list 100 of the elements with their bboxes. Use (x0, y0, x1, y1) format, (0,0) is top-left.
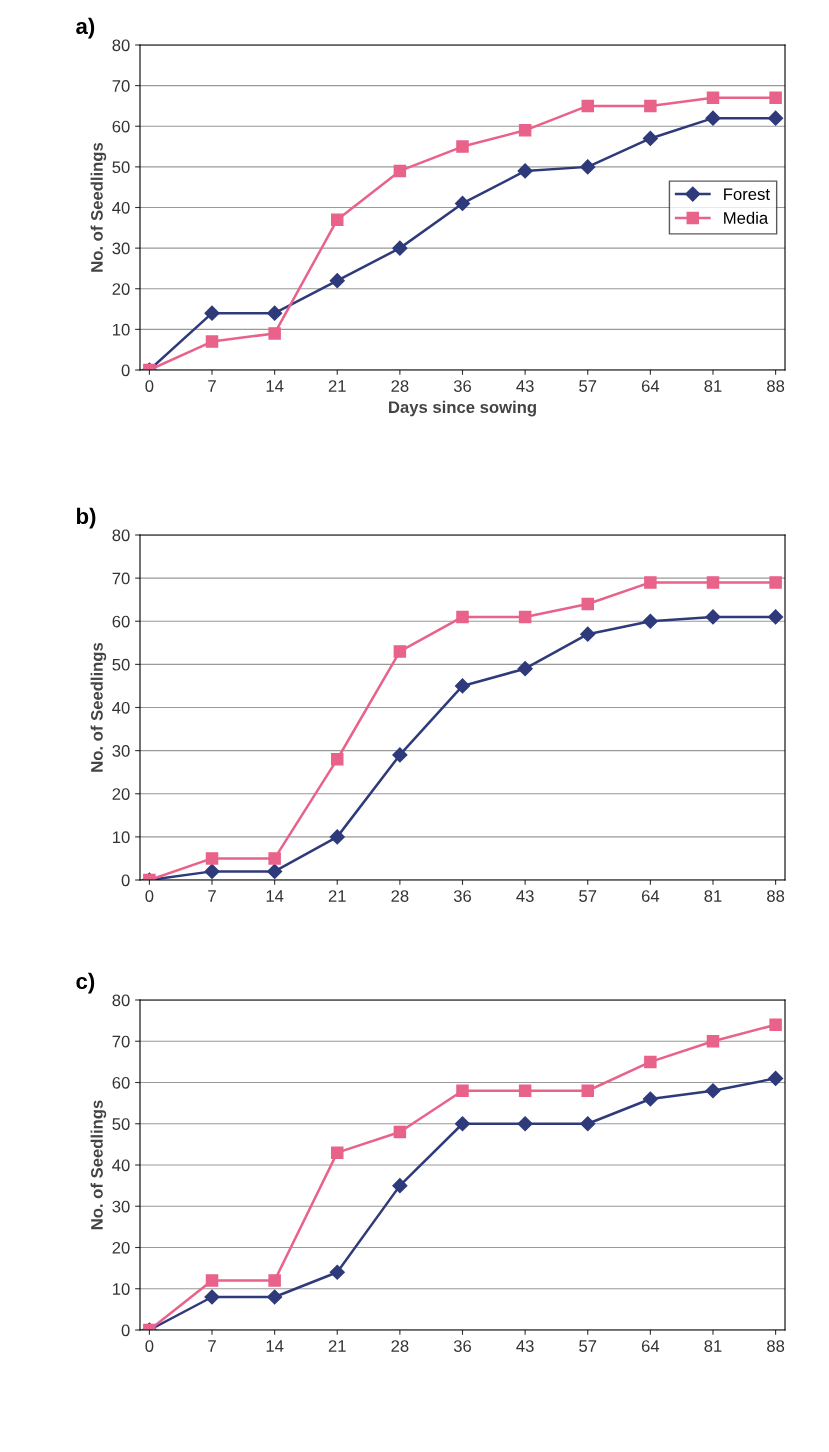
x-tick-label: 88 (767, 1340, 785, 1352)
point (454, 678, 471, 694)
x-tick-label: 81 (704, 1340, 722, 1352)
y-tick-label: 70 (112, 572, 130, 585)
point (768, 609, 784, 625)
point (329, 273, 345, 289)
y-tick-label: 0 (121, 364, 130, 377)
x-tick-label: 14 (266, 890, 284, 902)
x-tick-label: 36 (453, 890, 472, 902)
point (393, 1125, 407, 1139)
y-tick-label: 60 (112, 120, 130, 133)
point (580, 159, 596, 175)
x-tick-label: 28 (391, 1340, 409, 1352)
x-tick-label: 64 (641, 1340, 660, 1352)
chart-title: c) (76, 972, 95, 994)
y-tick-label: 80 (112, 39, 130, 52)
point (331, 1146, 344, 1159)
point (204, 863, 220, 879)
point (518, 610, 532, 624)
x-tick-label: 36 (453, 380, 472, 392)
y-tick-label: 60 (112, 615, 130, 628)
x-tick-label: 43 (516, 1340, 534, 1352)
chart-title: a) (76, 17, 95, 39)
x-tick-label: 81 (704, 890, 722, 902)
point (205, 852, 219, 865)
x-tick-label: 0 (145, 1340, 154, 1352)
x-tick-label: 28 (391, 890, 409, 902)
x-tick-label: 0 (145, 380, 154, 392)
point (329, 1264, 345, 1280)
point (267, 1289, 283, 1305)
point (769, 576, 782, 589)
x-tick-label: 14 (266, 1340, 284, 1352)
x-tick-label: 57 (579, 890, 597, 902)
y-tick-label: 50 (112, 658, 130, 671)
y-tick-label: 10 (113, 323, 130, 336)
point (769, 91, 782, 105)
point (644, 99, 657, 113)
x-tick-label: 43 (516, 890, 534, 902)
x-tick-label: 88 (767, 890, 785, 902)
y-tick-label: 20 (112, 283, 130, 295)
y-tick-label: 0 (121, 1324, 130, 1337)
point (580, 626, 596, 642)
point (580, 1116, 596, 1132)
point (706, 1034, 720, 1048)
point (205, 335, 219, 348)
x-tick-label: 7 (208, 1340, 216, 1352)
x-axis-title: Days since sowing (389, 400, 536, 417)
x-tick-label: 57 (579, 1340, 597, 1352)
point (205, 1274, 219, 1287)
point (268, 852, 281, 865)
y-axis-title: No. of Seedlings (90, 142, 107, 272)
point (642, 1091, 658, 1107)
point (705, 110, 721, 126)
point (454, 195, 471, 212)
x-tick-label: 28 (391, 380, 409, 392)
y-tick-label: 80 (112, 529, 130, 542)
y-tick-label: 50 (112, 161, 130, 174)
y-tick-label: 20 (112, 1241, 130, 1254)
point (392, 747, 408, 763)
point (392, 240, 408, 256)
legend-label: Forest (724, 188, 770, 201)
point (705, 609, 721, 625)
chart-title: b) (76, 507, 96, 529)
x-tick-label: 36 (453, 1340, 472, 1352)
x-tick-label: 43 (516, 380, 534, 392)
x-tick-label: 64 (641, 380, 660, 392)
point (644, 1055, 657, 1069)
y-tick-label: 40 (112, 701, 130, 714)
y-axis-title: No. of Seedlings (90, 1100, 107, 1230)
point (644, 576, 657, 589)
point (517, 1116, 533, 1132)
y-tick-label: 40 (112, 201, 130, 214)
x-tick-label: 57 (579, 380, 597, 392)
y-tick-label: 80 (112, 994, 130, 1007)
x-tick-label: 64 (641, 890, 660, 902)
point (393, 645, 407, 658)
point (456, 1084, 469, 1098)
point (331, 752, 344, 766)
point (768, 1070, 784, 1086)
x-tick-label: 21 (328, 1340, 346, 1352)
y-tick-label: 70 (112, 80, 130, 92)
point (705, 1083, 721, 1099)
point (456, 610, 469, 624)
x-tick-label: 7 (208, 890, 216, 902)
point (267, 863, 283, 879)
point (268, 327, 281, 340)
point (581, 1084, 594, 1098)
x-tick-label: 14 (266, 380, 284, 392)
point (581, 597, 594, 611)
point (267, 305, 283, 321)
y-tick-label: 20 (112, 788, 130, 800)
point (331, 213, 344, 226)
point (204, 305, 220, 321)
x-tick-label: 88 (767, 380, 785, 392)
y-axis-title: No. of Seedlings (90, 642, 107, 772)
x-tick-label: 81 (704, 380, 722, 392)
y-tick-label: 10 (113, 1283, 130, 1295)
point (518, 124, 532, 137)
y-tick-label: 10 (113, 831, 130, 844)
y-tick-label: 30 (112, 745, 130, 757)
